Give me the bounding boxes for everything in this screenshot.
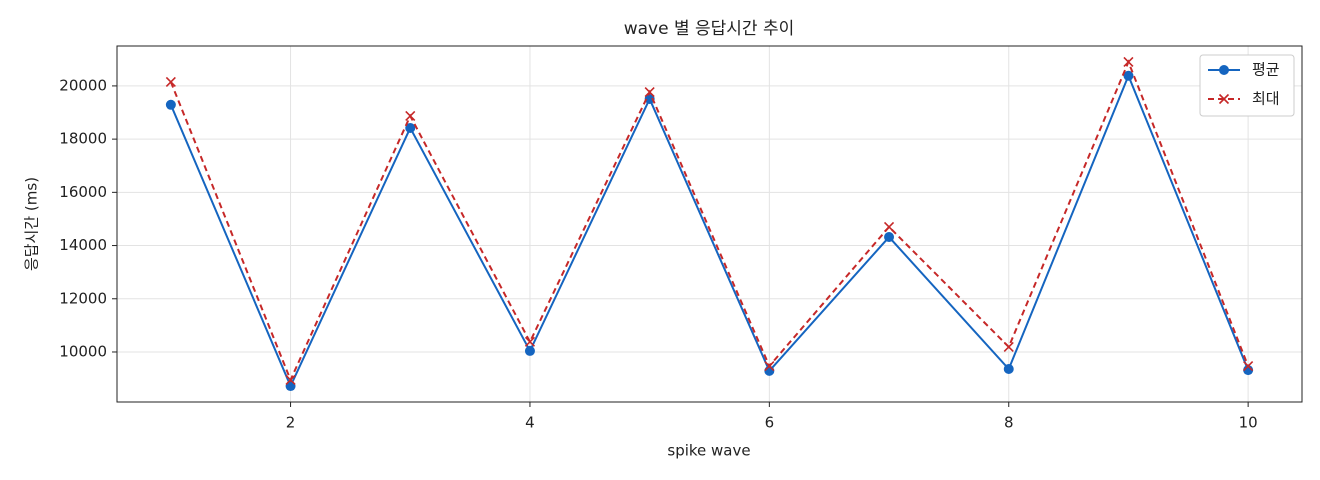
y-tick-label: 18000 <box>59 130 107 148</box>
point <box>1003 341 1014 352</box>
point <box>883 221 895 232</box>
point <box>405 110 416 122</box>
series-line <box>169 73 1250 389</box>
x-tick-label: 10 <box>1239 414 1258 432</box>
point <box>1123 56 1134 68</box>
legend-marker <box>1219 65 1229 75</box>
y-tick-label: 12000 <box>59 289 107 307</box>
point <box>1003 364 1014 375</box>
y-tick-label: 14000 <box>59 236 107 254</box>
x-axis-label: spike wave <box>667 442 750 460</box>
x-tick-label: 4 <box>525 414 535 432</box>
point <box>764 361 775 372</box>
y-tick-label: 20000 <box>59 76 107 94</box>
point <box>1243 361 1254 372</box>
point <box>1123 70 1134 81</box>
point <box>644 86 655 98</box>
y-tick-label: 10000 <box>59 342 107 360</box>
legend-box <box>1199 54 1295 117</box>
point <box>405 122 416 133</box>
plot-frame <box>116 45 1303 403</box>
chart-title: wave 별 응답시간 추이 <box>624 19 795 39</box>
point <box>165 76 176 87</box>
point <box>524 345 535 356</box>
y-axis-label: 응답시간 (ms) <box>23 177 41 271</box>
legend-label: 최대 <box>1252 90 1280 108</box>
x-tick-label: 2 <box>286 414 296 432</box>
x-tick-label: 8 <box>1004 414 1014 432</box>
point <box>285 374 296 385</box>
y-tick-label: 16000 <box>59 183 107 201</box>
legend-label: 평균 <box>1252 61 1280 79</box>
point <box>644 93 655 104</box>
point <box>524 336 536 347</box>
point <box>884 232 895 243</box>
series-line <box>169 59 1250 383</box>
x-tick-label: 6 <box>765 414 775 432</box>
legend-marker <box>1218 93 1230 105</box>
point <box>165 99 176 110</box>
